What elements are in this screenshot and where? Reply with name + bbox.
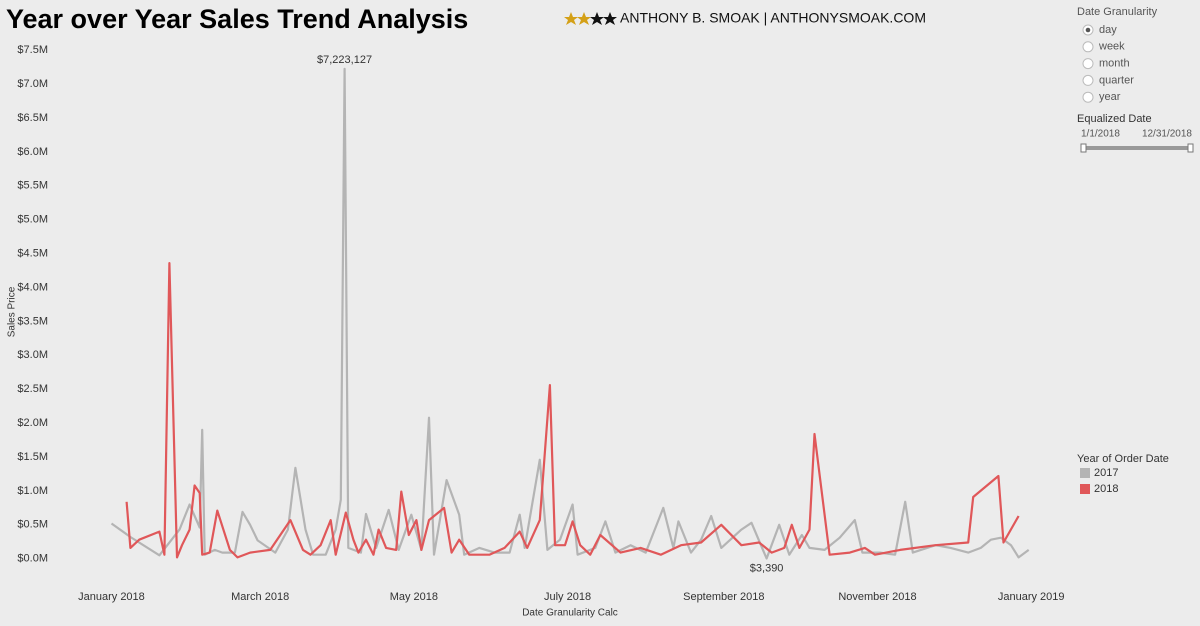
- y-tick-label: $1.0M: [17, 485, 48, 497]
- radio-label[interactable]: month: [1099, 58, 1130, 70]
- slider-start: 1/1/2018: [1081, 129, 1120, 140]
- series-line: [110, 67, 1030, 560]
- chart-title: Year over Year Sales Trend Analysis: [6, 4, 468, 34]
- legend-label: 2017: [1094, 467, 1118, 479]
- slider-handle[interactable]: [1080, 143, 1087, 153]
- y-tick-label: $7.0M: [17, 78, 48, 90]
- y-tick-label: $0.0M: [17, 553, 48, 565]
- slider-handle[interactable]: [1187, 143, 1194, 153]
- radio-button[interactable]: [1082, 74, 1094, 86]
- y-tick-label: $6.5M: [17, 112, 48, 124]
- radio-button[interactable]: [1082, 41, 1094, 53]
- control-title: Date Granularity: [1077, 6, 1158, 18]
- y-tick-label: $2.0M: [17, 417, 48, 429]
- x-tick-label: July 2018: [544, 591, 591, 603]
- control-title: Equalized Date: [1077, 113, 1152, 125]
- chart-subtitle: ANTHONY B. SMOAK | ANTHONYSMOAK.COM: [620, 10, 926, 26]
- x-tick-label: November 2018: [838, 591, 916, 603]
- legend-title: Year of Order Date: [1077, 453, 1169, 465]
- y-tick-label: $2.5M: [17, 383, 48, 395]
- data-label: $7,223,127: [317, 54, 372, 66]
- radio-button[interactable]: [1082, 58, 1094, 70]
- y-tick-label: $4.0M: [17, 281, 48, 293]
- radio-dot: [1085, 27, 1091, 33]
- x-axis-label: Date Granularity Calc: [522, 608, 618, 619]
- legend-label: 2018: [1094, 483, 1118, 495]
- legend-swatch: [1080, 468, 1090, 478]
- y-tick-label: $5.5M: [17, 180, 48, 192]
- radio-label[interactable]: year: [1099, 91, 1121, 103]
- x-tick-label: January 2019: [998, 591, 1065, 603]
- x-tick-label: March 2018: [231, 591, 289, 603]
- y-tick-label: $3.5M: [17, 315, 48, 327]
- legend-swatch: [1080, 484, 1090, 494]
- stars: [564, 12, 617, 25]
- radio-button[interactable]: [1082, 91, 1094, 103]
- y-tick-label: $1.5M: [17, 451, 48, 463]
- radio-label[interactable]: quarter: [1099, 74, 1134, 86]
- y-axis-label: Sales Price: [7, 286, 18, 337]
- x-tick-label: January 2018: [78, 591, 145, 603]
- x-tick-label: September 2018: [683, 591, 764, 603]
- y-tick-label: $4.5M: [17, 247, 48, 259]
- radio-label[interactable]: day: [1099, 24, 1117, 36]
- series-line: [125, 262, 1020, 559]
- data-label: $3,390: [750, 562, 784, 574]
- y-tick-label: $3.0M: [17, 349, 48, 361]
- x-tick-label: May 2018: [390, 591, 438, 603]
- slider-end: 12/31/2018: [1142, 129, 1192, 140]
- y-tick-label: $5.0M: [17, 214, 48, 226]
- y-tick-label: $7.5M: [17, 44, 48, 56]
- y-tick-label: $6.0M: [17, 146, 48, 158]
- radio-label[interactable]: week: [1098, 41, 1125, 53]
- y-tick-label: $0.5M: [17, 519, 48, 531]
